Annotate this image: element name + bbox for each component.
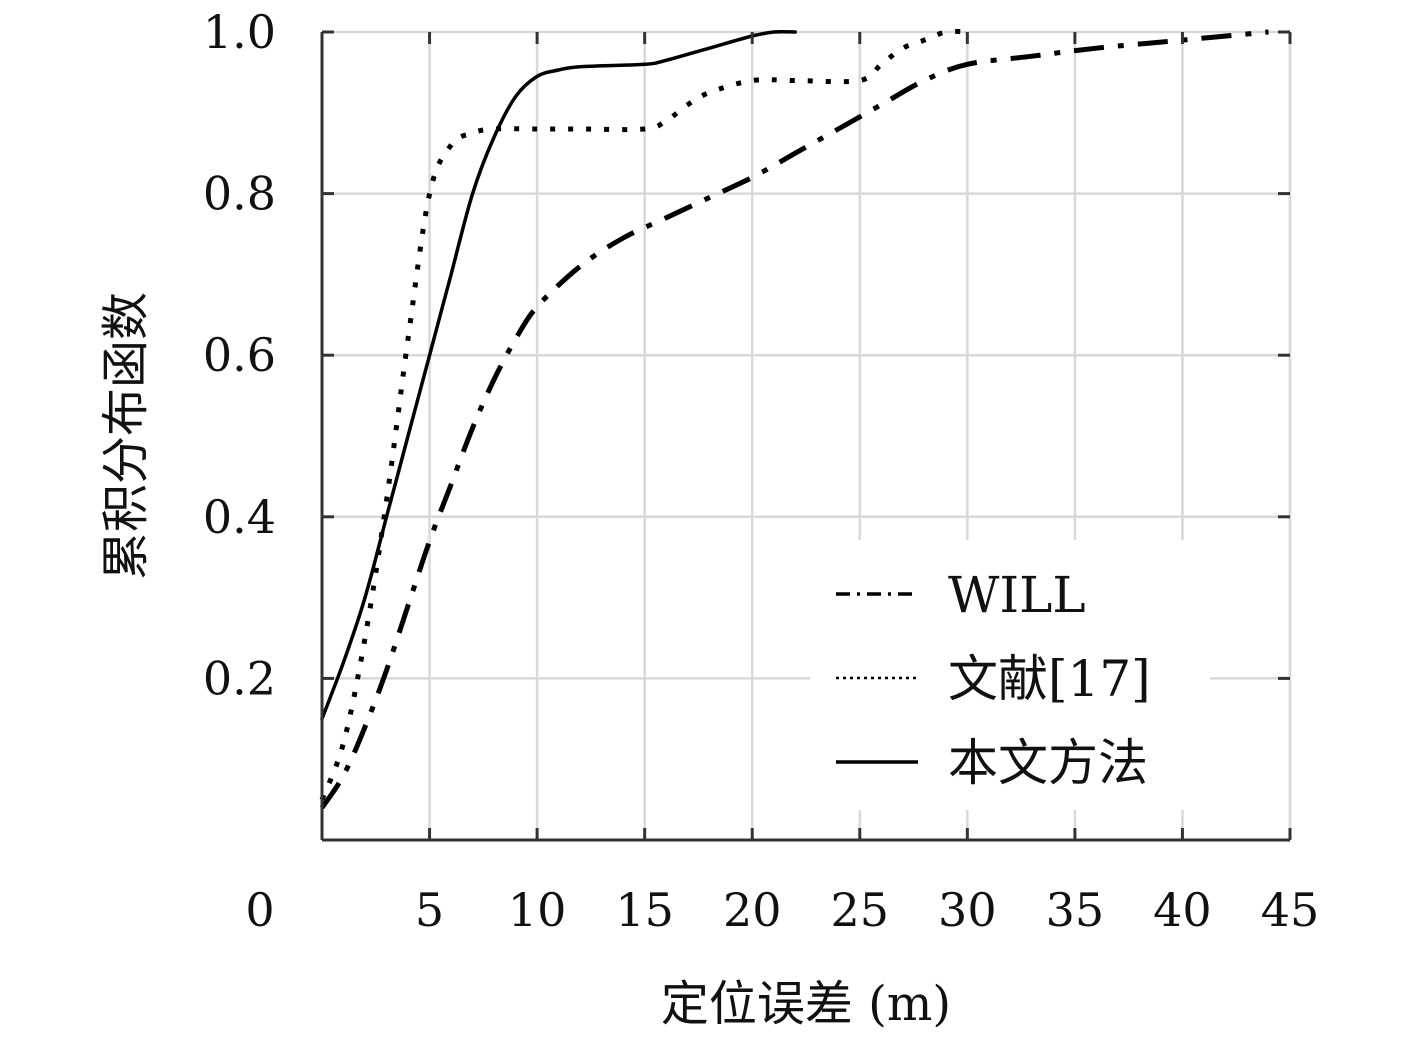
x-tick-label: 20 [723,883,782,937]
x-tick-label: 15 [615,883,674,937]
legend: WILL 文献[17] 本文方法 [810,540,1210,810]
series-layer [319,28,1269,810]
series-line-1 [319,28,968,801]
x-tick-label: 5 [415,883,444,937]
x-axis-title: 定位误差 (m) [661,976,951,1032]
x-tick-label: 10 [508,883,567,937]
y-tick-label: 0.2 [203,651,276,705]
series-line-2 [320,29,797,721]
y-axis-title: 累积分布函数 [98,292,154,580]
y-tick-label: 0.6 [203,328,276,382]
x-tick-label: 0 [245,883,274,937]
x-tick-label: 40 [1153,883,1212,937]
tick-labels: 0 5 10 15 20 25 30 35 40 45 0.2 0.4 0.6 0.8 1.0 [203,5,1319,937]
legend-label-2: 本文方法 [948,734,1148,792]
x-tick-label: 30 [938,883,997,937]
y-tick-label: 0.8 [203,167,276,221]
legend-box [810,540,1210,810]
y-tick-label: 0.4 [203,490,276,544]
x-tick-label: 25 [831,883,890,937]
grid [322,30,1292,840]
legend-label-1: 文献[17] [948,650,1151,708]
ticks [322,30,1292,840]
y-tick-label: 1.0 [203,5,276,59]
legend-label-0: WILL [948,566,1086,624]
x-tick-label: 45 [1261,883,1320,937]
x-tick-label: 35 [1046,883,1105,937]
series-line-0 [319,29,1269,810]
axes [320,32,1290,842]
